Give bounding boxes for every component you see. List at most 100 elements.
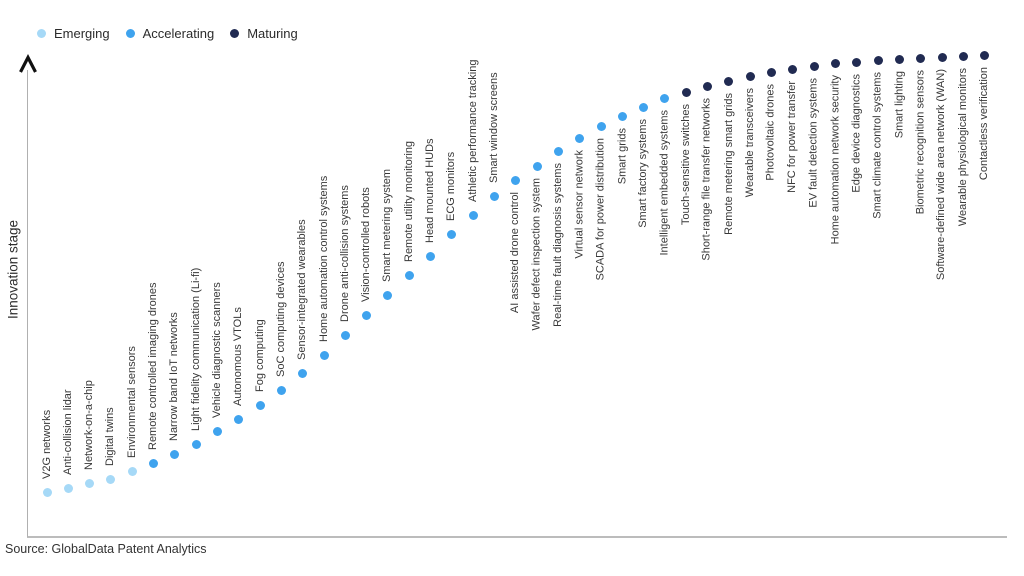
data-point-dot: [980, 50, 990, 60]
data-point-label: SCADA for power distribution: [594, 138, 607, 281]
legend-item: Accelerating: [125, 26, 215, 41]
data-point-dot: [319, 350, 329, 360]
data-point-label: Remote utility monitoring: [402, 140, 415, 262]
y-axis-arrow-icon: [19, 54, 37, 73]
data-point-dot: [170, 449, 180, 459]
data-point-dot: [873, 55, 883, 65]
data-point-label: EV fault detection systems: [807, 78, 820, 208]
data-point-dot: [404, 270, 414, 280]
data-point-label: Vehicle diagnostic scanners: [210, 282, 223, 418]
data-point-dot: [745, 71, 755, 81]
data-point-dot: [681, 87, 691, 97]
data-point-dot: [234, 414, 244, 424]
legend-item: Emerging: [37, 26, 110, 41]
data-point-label: SoC computing devices: [274, 261, 287, 377]
data-point-dot: [362, 310, 372, 320]
data-point-dot: [660, 93, 670, 103]
data-point-dot: [703, 81, 713, 91]
data-point-dot: [383, 290, 393, 300]
data-point-dot: [617, 111, 627, 121]
data-point-label: NFC for power transfer: [786, 81, 799, 193]
data-point-label: Drone anti-collision systems: [338, 185, 351, 322]
data-point-dot: [852, 57, 862, 67]
data-point-label: Virtual sensor network: [573, 150, 586, 259]
data-point-label: Head mounted HUDs: [424, 138, 437, 243]
data-point-label: Sensor-integrated wearables: [296, 219, 309, 360]
data-point-dot: [490, 191, 499, 201]
data-point-dot: [767, 67, 777, 77]
data-point-label: Smart factory systems: [637, 119, 650, 228]
data-point-label: Wafer defect inspection system: [530, 178, 543, 331]
data-point-label: Environmental sensors: [125, 346, 138, 458]
data-point-label: Network-on-a-chip: [83, 380, 96, 470]
data-point-label: Biometric recognition sensors: [914, 70, 927, 215]
data-point-label: Smart grids: [615, 128, 628, 185]
legend-label: Maturing: [247, 26, 298, 41]
data-point-dot: [468, 210, 478, 220]
data-point-label: Software-defined wide area network (WAN): [935, 69, 948, 281]
data-point-dot: [511, 175, 521, 185]
data-point-dot: [42, 487, 52, 497]
data-point-dot: [276, 385, 286, 395]
data-point-dot: [937, 52, 947, 62]
data-point-label: Touch-sensitive switches: [679, 104, 692, 226]
data-point-label: Real-time fault diagnosis systems: [551, 163, 564, 327]
data-point-label: Smart lighting: [892, 71, 905, 139]
legend: Emerging Accelerating Maturing: [37, 26, 298, 41]
data-point-dot: [958, 51, 968, 61]
legend-dot-icon: [230, 29, 240, 38]
data-point-dot: [553, 146, 563, 156]
legend-label: Accelerating: [142, 26, 215, 41]
data-point-label: Narrow band IoT networks: [168, 312, 181, 441]
data-point-label: Smart climate control systems: [871, 72, 884, 219]
data-point-dot: [788, 64, 798, 74]
data-point-dot: [532, 161, 542, 171]
data-point-dot: [127, 466, 137, 476]
legend-item: Maturing: [230, 26, 298, 41]
data-point-dot: [596, 121, 606, 131]
data-point-dot: [830, 58, 840, 68]
data-point-label: Autonomous VTOLs: [232, 307, 245, 406]
data-point-dot: [809, 61, 819, 71]
data-point-label: Anti-collision lidar: [61, 389, 74, 475]
data-point-dot: [149, 458, 159, 468]
data-point-dot: [85, 478, 95, 488]
data-point-dot: [63, 483, 73, 493]
data-point-dot: [298, 368, 308, 378]
data-point-label: Intelligent embedded systems: [658, 110, 671, 256]
data-point-dot: [575, 133, 585, 143]
data-point-dot: [255, 400, 265, 410]
data-point-label: Home automation network security: [828, 75, 841, 245]
data-point-label: Remote controlled imaging drones: [147, 282, 160, 450]
y-axis-title: Innovation stage: [5, 219, 21, 320]
data-point-label: Smart window screens: [488, 72, 500, 183]
data-point-dot: [340, 330, 350, 340]
data-point-label: Smart metering system: [381, 168, 394, 282]
data-point-label: AI assisted drone control: [509, 192, 522, 314]
data-point-label: Remote metering smart grids: [722, 93, 735, 235]
data-point-label: Light fidelity communication (Li-fi): [189, 267, 202, 431]
data-point-label: V2G networks: [40, 409, 53, 479]
data-point-label: Wearable physiological monitors: [956, 68, 969, 227]
data-point-dot: [916, 53, 926, 63]
data-point-label: Vision-controlled robots: [360, 187, 373, 302]
data-point-dot: [447, 229, 457, 239]
data-point-label: Athletic performance tracking: [466, 59, 479, 202]
data-point-label: Digital twins: [104, 407, 117, 466]
data-point-label: Wearable transceivers: [743, 88, 756, 198]
data-point-label: Contactless verification: [978, 67, 991, 181]
data-point-dot: [894, 54, 904, 64]
data-point-label: Edge device diagnostics: [850, 74, 863, 193]
legend-dot-icon: [125, 29, 135, 38]
data-point-dot: [106, 474, 116, 484]
data-point-dot: [724, 76, 734, 86]
legend-dot-icon: [37, 29, 46, 38]
data-point-label: Home automation control systems: [317, 175, 330, 342]
data-point-dot: [639, 102, 649, 112]
source-note: Source: GlobalData Patent Analytics: [5, 542, 207, 556]
legend-label: Emerging: [54, 26, 110, 41]
data-point-label: Fog computing: [253, 319, 266, 392]
data-point-dot: [212, 426, 222, 436]
